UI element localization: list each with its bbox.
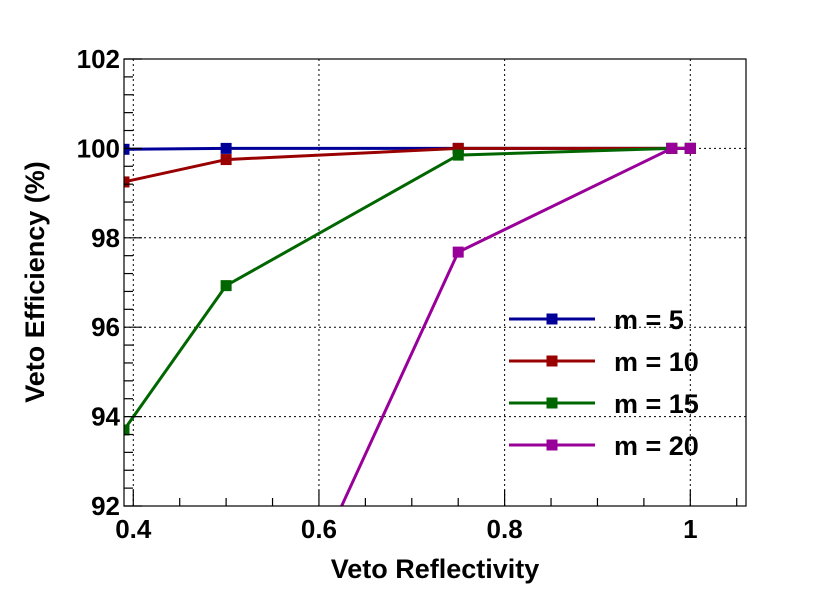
series-layer [124, 142, 696, 506]
y-tick-label-1: 94 [91, 402, 120, 432]
y-tick-label-2: 96 [91, 312, 120, 342]
legend-label-1: m = 10 [614, 347, 699, 377]
y-axis-title: Veto Efficiency (%) [20, 161, 50, 403]
legend-entry-3: m = 20 [509, 431, 699, 461]
y-tick-label-5: 102 [77, 44, 120, 74]
legend: m = 5 m = 10 m = 15 m = 20 [509, 305, 699, 461]
legend-label-3: m = 20 [614, 431, 699, 461]
legend-swatch-marker [546, 313, 558, 325]
data-point [452, 246, 464, 258]
x-tick-label-2: 0.8 [487, 514, 523, 544]
x-tick-label-0: 0.4 [115, 514, 152, 544]
x-tick-label-1: 0.6 [301, 514, 337, 544]
legend-label-0: m = 5 [614, 305, 684, 335]
series-line-3 [339, 146, 691, 506]
data-point [452, 142, 464, 154]
legend-entry-2: m = 15 [509, 389, 699, 419]
legend-swatch-marker [546, 439, 558, 451]
x-axis-title: Veto Reflectivity [331, 554, 540, 584]
plot-frame [123, 58, 747, 507]
data-point [124, 424, 130, 436]
data-point [220, 142, 232, 154]
series-line-1 [124, 146, 691, 184]
legend-swatch-marker [546, 397, 558, 409]
data-point [452, 149, 464, 161]
legend-label-2: m = 15 [614, 389, 699, 419]
y-tick-label-4: 100 [77, 133, 120, 163]
series-2 [124, 142, 696, 436]
x-tick-label-3: 1 [683, 514, 697, 544]
data-point [684, 142, 696, 154]
data-point [124, 143, 130, 155]
y-tick-labels: 92 94 96 98 100 102 [77, 44, 121, 521]
series-line-2 [124, 146, 691, 431]
series-3 [339, 142, 696, 506]
data-point [220, 280, 232, 292]
legend-swatch-marker [546, 355, 558, 367]
y-tick-label-0: 92 [91, 491, 120, 521]
axis-ticks [124, 58, 738, 507]
y-tick-label-3: 98 [91, 223, 120, 253]
legend-entry-1: m = 10 [509, 347, 699, 377]
data-point [666, 142, 678, 154]
x-tick-labels: 0.4 0.6 0.8 1 [115, 514, 697, 544]
data-point [124, 176, 130, 188]
legend-entry-0: m = 5 [509, 305, 684, 335]
data-point [220, 154, 232, 166]
